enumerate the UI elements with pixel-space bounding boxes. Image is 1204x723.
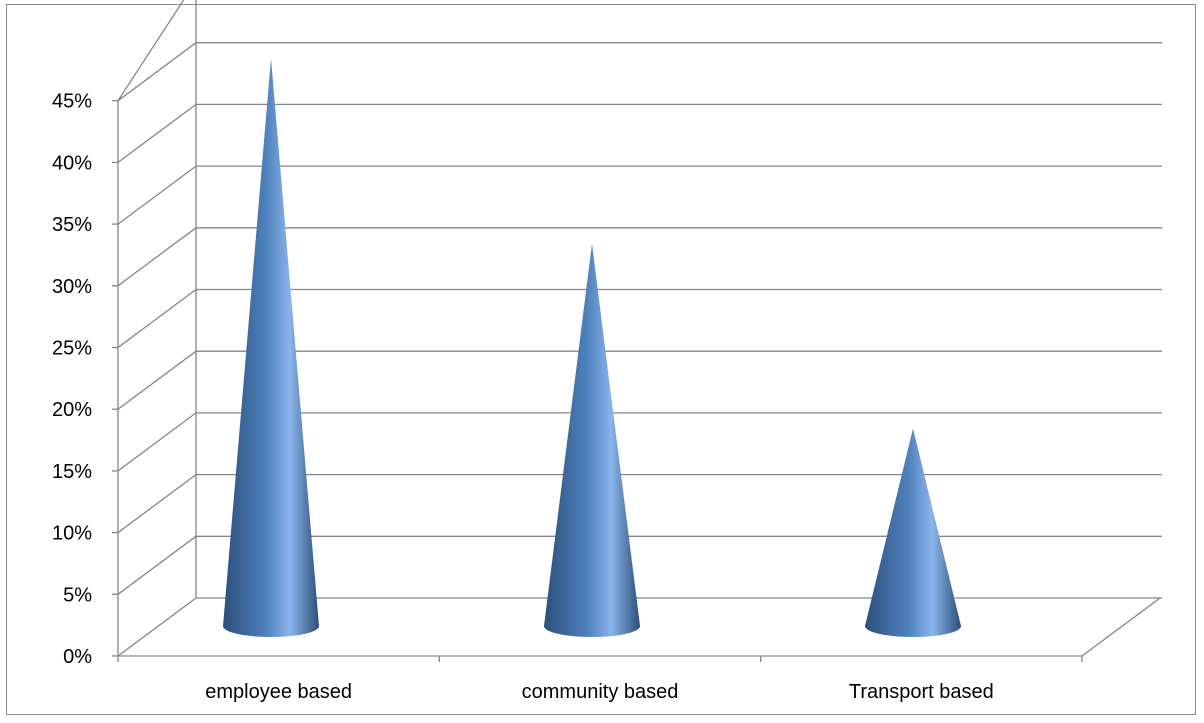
x-category-label: community based bbox=[522, 681, 679, 703]
y-tick-label: 40% bbox=[52, 152, 92, 174]
gridline bbox=[117, 473, 1162, 534]
axes bbox=[112, 100, 1161, 662]
y-tick-label: 15% bbox=[52, 461, 92, 483]
cone-bar bbox=[544, 243, 640, 637]
floor-right-edge bbox=[1081, 597, 1161, 657]
x-category-label: Transport based bbox=[849, 681, 994, 703]
y-tick-label: 25% bbox=[52, 338, 92, 360]
y-tick-label: 10% bbox=[52, 523, 92, 545]
gridline bbox=[117, 597, 1162, 657]
gridline bbox=[117, 412, 1162, 472]
gridlines bbox=[117, 0, 1162, 657]
gridline bbox=[117, 288, 1162, 349]
cones bbox=[223, 58, 961, 638]
side-wall-top bbox=[117, 0, 185, 102]
y-tick-label: 45% bbox=[52, 91, 92, 113]
cone-bar bbox=[865, 428, 961, 637]
gridline bbox=[117, 103, 1162, 163]
y-tick-label: 35% bbox=[52, 214, 92, 236]
y-tick-label: 0% bbox=[63, 646, 92, 668]
gridline bbox=[117, 227, 1162, 287]
y-tick-label: 30% bbox=[52, 276, 92, 298]
y-tick-label: 5% bbox=[63, 584, 92, 606]
x-category-label: employee based bbox=[205, 681, 352, 703]
y-axis-tick-labels: 0% 5% 10% 15% 20% 25% 30% 35% 40% 45% bbox=[52, 91, 92, 668]
x-axis-category-labels: employee based community based Transport b… bbox=[205, 681, 994, 703]
gridline bbox=[117, 165, 1162, 225]
gridline bbox=[117, 535, 1162, 595]
gridline bbox=[117, 350, 1162, 410]
cone-bar bbox=[223, 58, 319, 638]
gridline bbox=[117, 42, 1162, 102]
y-tick-label: 20% bbox=[52, 399, 92, 421]
